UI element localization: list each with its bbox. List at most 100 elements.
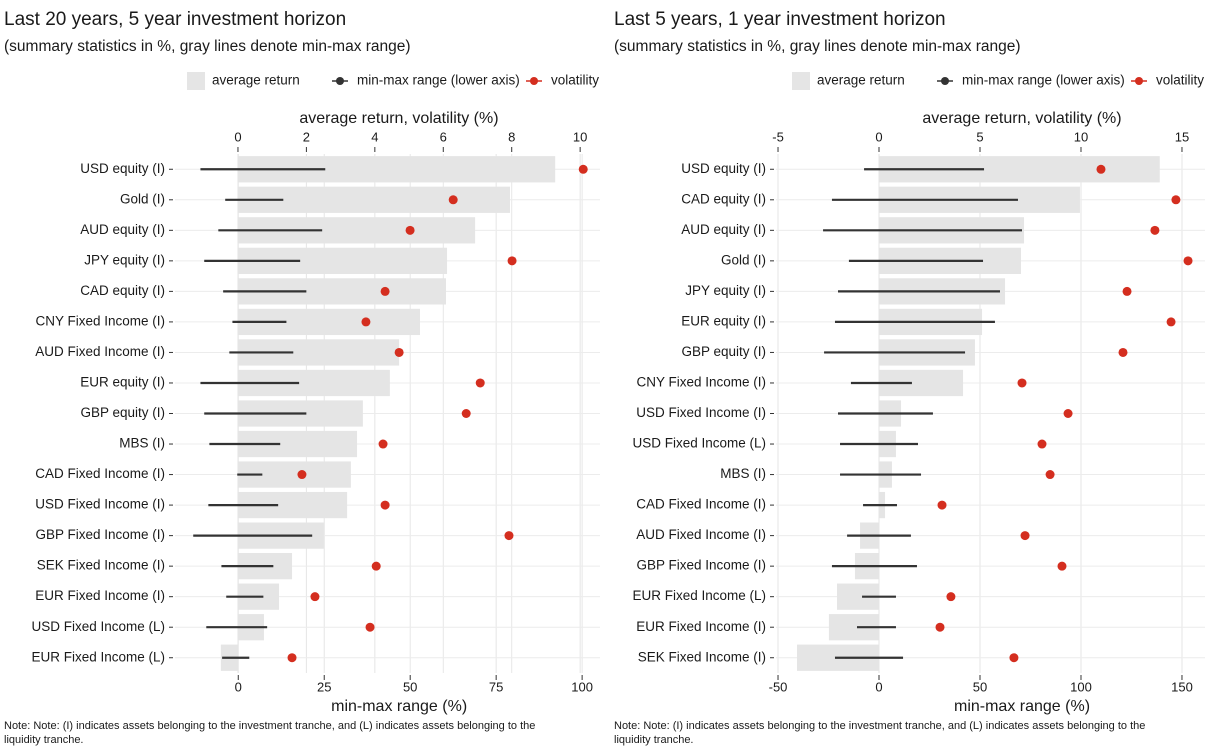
point xyxy=(394,347,404,357)
x-axis-title: average return, volatility (%) xyxy=(299,110,498,127)
x2-axis-title: min-max range (%) xyxy=(331,698,467,715)
y-tick-label: USD Fixed Income (L) xyxy=(31,619,165,634)
x-tick-label: 10 xyxy=(573,129,587,144)
y-tick-label: CAD equity (I) xyxy=(681,191,766,206)
point xyxy=(935,622,945,632)
point xyxy=(380,500,390,510)
point xyxy=(507,256,517,266)
y-tick-label: Gold (I) xyxy=(120,191,165,206)
x-tick-label: 8 xyxy=(508,129,515,144)
point xyxy=(297,470,307,480)
x2-tick-label: 0 xyxy=(235,679,242,694)
y-tick-label: GBP equity (I) xyxy=(681,344,766,359)
x2-tick-label: 100 xyxy=(571,679,593,694)
x-tick-label: 0 xyxy=(234,129,241,144)
legend-label: average return xyxy=(212,73,300,88)
y-tick-label: CAD equity (I) xyxy=(80,283,165,298)
x-tick-label: 0 xyxy=(875,129,882,144)
point xyxy=(405,225,415,235)
y-tick-label: AUD equity (I) xyxy=(80,222,165,237)
y-tick-label: CNY Fixed Income (I) xyxy=(636,375,766,390)
y-tick-label: EUR Fixed Income (I) xyxy=(636,619,766,634)
point xyxy=(1045,470,1055,480)
point xyxy=(946,592,956,602)
y-tick-label: EUR Fixed Income (L) xyxy=(31,649,165,664)
legend-label: volatility xyxy=(551,73,599,88)
x2-tick-label: 75 xyxy=(489,679,503,694)
point xyxy=(310,592,320,602)
chart-subtitle: (summary statistics in %, gray lines den… xyxy=(614,38,1021,55)
panel: Last 5 years, 1 year investment horizon (… xyxy=(614,9,1205,715)
point xyxy=(371,561,381,571)
point xyxy=(1118,347,1128,357)
y-tick-label: EUR equity (I) xyxy=(681,313,766,328)
y-tick-label: SEK Fixed Income (I) xyxy=(37,558,165,573)
point xyxy=(1063,409,1073,418)
point xyxy=(1009,653,1019,663)
note: Note: Note: (I) indicates assets belongi… xyxy=(614,720,1146,746)
x2-axis-title: min-max range (%) xyxy=(954,698,1090,715)
legend-label: min-max range (lower axis) xyxy=(357,73,520,88)
y-tick-label: MBS (I) xyxy=(119,436,165,451)
y-tick-label: USD equity (I) xyxy=(681,161,766,176)
x2-tick-label: 150 xyxy=(1171,679,1193,694)
y-tick-label: EUR Fixed Income (I) xyxy=(35,588,165,603)
legend-label: volatility xyxy=(1156,73,1204,88)
y-tick-label: GBP Fixed Income (I) xyxy=(636,558,766,573)
point xyxy=(1057,561,1067,571)
y-tick-label: JPY equity (I) xyxy=(84,252,165,267)
point xyxy=(1037,439,1047,449)
x-tick-label: -5 xyxy=(772,129,784,144)
legend-swatch xyxy=(792,72,810,90)
y-tick-label: AUD Fixed Income (I) xyxy=(636,527,766,542)
chart-title: Last 20 years, 5 year investment horizon xyxy=(4,9,346,30)
y-tick-label: GBP equity (I) xyxy=(80,405,165,420)
x2-tick-label: 25 xyxy=(317,679,331,694)
chart-title: Last 5 years, 1 year investment horizon xyxy=(614,9,946,30)
legend-swatch xyxy=(336,77,344,85)
legend-label: min-max range (lower axis) xyxy=(962,73,1125,88)
y-tick-label: EUR Fixed Income (L) xyxy=(632,588,766,603)
point xyxy=(361,317,371,327)
y-tick-label: MBS (I) xyxy=(720,466,766,481)
legend-swatch xyxy=(530,77,538,85)
y-tick-label: USD Fixed Income (I) xyxy=(636,405,766,420)
point xyxy=(1150,225,1160,235)
legend-swatch xyxy=(187,72,205,90)
point xyxy=(578,164,588,174)
y-tick-label: SEK Fixed Income (I) xyxy=(638,649,766,664)
x-tick-label: 10 xyxy=(1074,129,1088,144)
x2-tick-label: 50 xyxy=(973,679,987,694)
point xyxy=(504,531,514,541)
x2-tick-label: -50 xyxy=(769,679,788,694)
point xyxy=(380,286,390,296)
point xyxy=(378,439,388,449)
y-tick-label: CAD Fixed Income (I) xyxy=(636,497,766,512)
chart-subtitle: (summary statistics in %, gray lines den… xyxy=(4,38,411,55)
point xyxy=(1017,378,1027,388)
y-tick-label: USD equity (I) xyxy=(80,161,165,176)
x-tick-label: 15 xyxy=(1175,129,1189,144)
point xyxy=(1020,531,1030,541)
legend-label: average return xyxy=(817,73,905,88)
point xyxy=(937,500,947,510)
x-tick-label: 6 xyxy=(440,129,447,144)
point xyxy=(1122,286,1132,296)
y-tick-label: CNY Fixed Income (I) xyxy=(35,313,165,328)
point xyxy=(1096,164,1106,174)
y-tick-label: CAD Fixed Income (I) xyxy=(35,466,165,481)
x2-tick-label: 100 xyxy=(1070,679,1092,694)
point xyxy=(475,378,485,388)
y-tick-label: AUD Fixed Income (I) xyxy=(35,344,165,359)
x2-tick-label: 0 xyxy=(875,679,882,694)
x-tick-label: 2 xyxy=(303,129,310,144)
x-tick-label: 4 xyxy=(371,129,378,144)
y-tick-label: Gold (I) xyxy=(721,252,766,267)
legend-swatch xyxy=(941,77,949,85)
point xyxy=(461,409,471,418)
point xyxy=(365,622,375,632)
panel: Last 20 years, 5 year investment horizon… xyxy=(4,9,600,715)
y-tick-label: GBP Fixed Income (I) xyxy=(35,527,165,542)
